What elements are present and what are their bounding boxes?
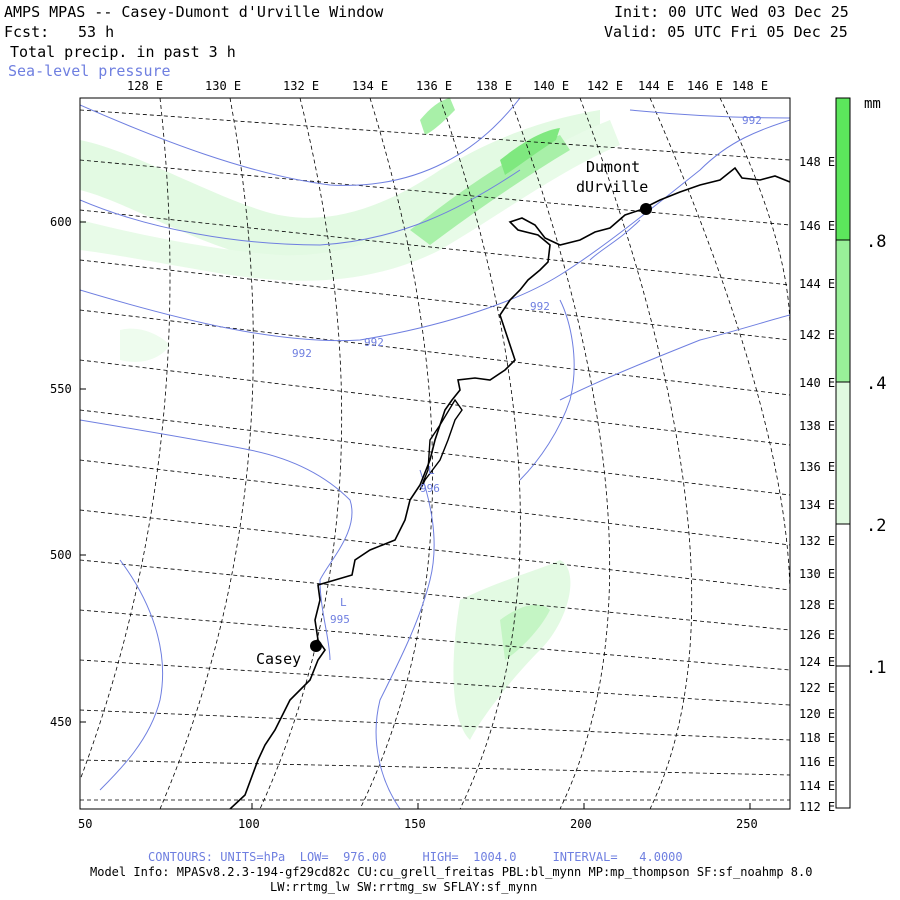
casey-station-marker <box>310 640 322 652</box>
axis-tick-label: 550 <box>50 382 72 396</box>
contour-info: CONTOURS: UNITS=hPa LOW= 976.00 HIGH= 10… <box>148 850 683 864</box>
lon-label: 148 E <box>732 79 768 93</box>
lon-label: 132 E <box>799 534 835 548</box>
contour-labels: 992 992 992 992 996 995 <box>292 114 762 626</box>
overlay-name: Sea-level pressure <box>8 62 171 80</box>
casey-label: Casey <box>256 650 301 668</box>
legend-level: .4 <box>866 374 886 394</box>
right-longitude-labels: 148 E 146 E 144 E 142 E 140 E 138 E 136 … <box>799 155 835 814</box>
lon-label: 134 E <box>799 498 835 512</box>
contour-label: 992 <box>292 347 312 360</box>
lon-label: 130 E <box>205 79 241 93</box>
legend-swatch-high <box>836 98 850 240</box>
lon-label: 114 E <box>799 779 835 793</box>
lon-label: 146 E <box>799 219 835 233</box>
axis-tick-label: 150 <box>404 817 426 831</box>
lon-label: 126 E <box>799 628 835 642</box>
lon-label: 116 E <box>799 755 835 769</box>
dumont-durville-station-marker <box>640 203 652 215</box>
axis-tick-label: 600 <box>50 215 72 229</box>
forecast-hour: 53 h <box>78 23 115 41</box>
dumont-durville-label-line2: dUrville <box>576 178 648 196</box>
lon-label: 144 E <box>638 79 674 93</box>
lon-label: 118 E <box>799 731 835 745</box>
coastline-island <box>419 398 463 491</box>
lon-label: 140 E <box>533 79 569 93</box>
precip-shading <box>80 98 620 740</box>
lon-label: 128 E <box>127 79 163 93</box>
lon-label: 128 E <box>799 598 835 612</box>
lon-label: 138 E <box>476 79 512 93</box>
legend-level: .1 <box>866 658 886 678</box>
init-time: Init: 00 UTC Wed 03 Dec 25 <box>614 3 849 21</box>
lon-label: 148 E <box>799 155 835 169</box>
low-center-label: L <box>340 596 347 609</box>
legend-level: .2 <box>866 516 886 536</box>
legend-level: .8 <box>866 232 886 252</box>
valid-time: Valid: 05 UTC Fri 05 Dec 25 <box>604 23 848 41</box>
lon-label: 132 E <box>283 79 319 93</box>
lon-label: 140 E <box>799 376 835 390</box>
model-info-line1: Model Info: MPASv8.2.3-194-gf29cd82c CU:… <box>90 865 813 879</box>
contour-label: 995 <box>330 613 350 626</box>
low-center-label: L <box>428 464 435 477</box>
contour-label: 992 <box>530 300 550 313</box>
lon-label: 136 E <box>799 460 835 474</box>
left-axis-ticks: 600 550 500 450 <box>50 215 86 729</box>
dumont-durville-label-line1: Dumont <box>586 158 640 176</box>
axis-tick-label: 100 <box>238 817 260 831</box>
coastline <box>229 166 790 809</box>
lon-label: 124 E <box>799 655 835 669</box>
axis-tick-label: 500 <box>50 548 72 562</box>
lon-label: 134 E <box>352 79 388 93</box>
plot-frame <box>79 97 791 810</box>
contour-label: 996 <box>420 482 440 495</box>
lon-label: 130 E <box>799 567 835 581</box>
lon-label: 112 E <box>799 800 835 814</box>
top-longitude-labels: 128 E 130 E 132 E 134 E 136 E 138 E 140 … <box>127 79 768 93</box>
lon-label: 120 E <box>799 707 835 721</box>
lon-label: 144 E <box>799 277 835 291</box>
legend-swatch-mid <box>836 240 850 382</box>
axis-tick-label: 200 <box>570 817 592 831</box>
axis-tick-label: 50 <box>78 817 92 831</box>
axis-tick-label: 250 <box>736 817 758 831</box>
legend-unit: mm <box>864 96 881 112</box>
contour-label: 992 <box>742 114 762 127</box>
contour-label: 992 <box>364 336 384 349</box>
lon-label: 146 E <box>687 79 723 93</box>
pressure-contours <box>80 98 790 809</box>
graticule <box>80 98 790 809</box>
bottom-axis-ticks: 50 100 150 200 250 <box>78 803 758 831</box>
axis-tick-label: 450 <box>50 715 72 729</box>
forecast-label: Fcst: <box>4 23 50 41</box>
lon-label: 122 E <box>799 681 835 695</box>
legend-swatch-low <box>836 382 850 524</box>
lon-label: 142 E <box>799 328 835 342</box>
lon-label: 138 E <box>799 419 835 433</box>
lon-label: 142 E <box>587 79 623 93</box>
map-title: AMPS MPAS -- Casey-Dumont d'Urville Wind… <box>4 3 384 21</box>
field-name: Total precip. in past 3 h <box>10 43 236 61</box>
lon-label: 136 E <box>416 79 452 93</box>
model-info-line2: LW:rrtmg_lw SW:rrtmg_sw SFLAY:sf_mynn <box>270 880 538 894</box>
precip-legend: mm .8 .4 .2 .1 <box>835 96 886 809</box>
